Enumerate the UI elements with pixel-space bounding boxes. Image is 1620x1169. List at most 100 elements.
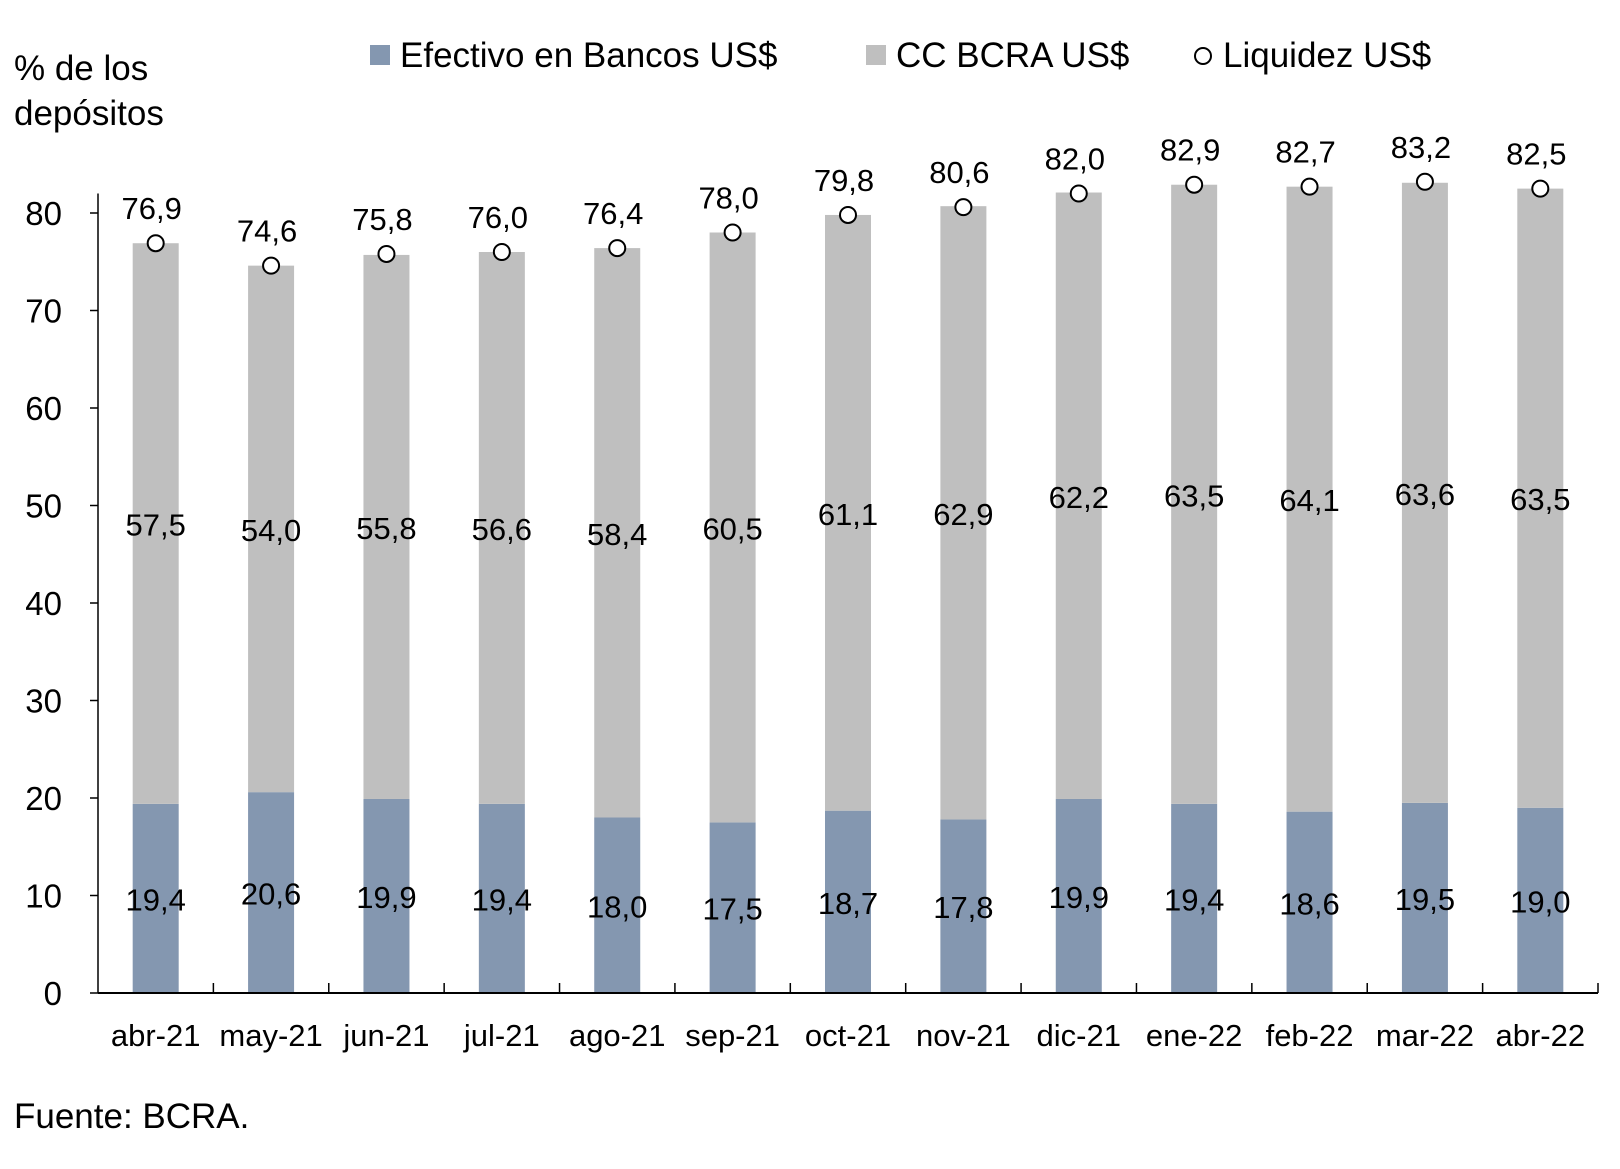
label-efectivo: 19,4	[1164, 882, 1224, 917]
label-liquidez: 80,6	[929, 155, 989, 190]
label-efectivo: 19,9	[356, 880, 416, 915]
label-cc-bcra: 62,2	[1049, 480, 1109, 515]
x-tick-label: jun-21	[342, 1018, 429, 1053]
bar-cc-bcra	[1055, 192, 1102, 799]
bar-cc-bcra	[248, 265, 295, 793]
y-tick-label: 50	[25, 488, 62, 525]
bar-cc-bcra	[709, 232, 756, 823]
bar-cc-bcra	[1401, 182, 1448, 803]
y-tick-label: 20	[25, 780, 62, 817]
bar-efectivo	[709, 822, 756, 993]
label-cc-bcra: 64,1	[1279, 483, 1339, 518]
label-efectivo: 19,5	[1395, 882, 1455, 917]
y-tick-label: 30	[25, 683, 62, 720]
legend-label: Liquidez US$	[1223, 36, 1431, 75]
bar-cc-bcra	[1286, 186, 1333, 812]
source-note: Fuente: BCRA.	[14, 1097, 249, 1136]
y-tick-label: 0	[44, 975, 62, 1012]
label-efectivo: 20,6	[241, 877, 301, 912]
marker-liquidez	[1069, 184, 1088, 203]
label-cc-bcra: 57,5	[126, 508, 186, 543]
bar-cc-bcra	[132, 243, 179, 804]
bar-efectivo	[825, 810, 871, 993]
bar-cc-bcra	[940, 206, 987, 820]
label-liquidez: 75,8	[352, 202, 412, 237]
x-tick-label: ene-22	[1146, 1018, 1243, 1053]
bar-efectivo	[478, 803, 525, 993]
y-axis-label-line2: depósitos	[14, 94, 164, 133]
label-cc-bcra: 54,0	[241, 513, 301, 548]
bars	[132, 182, 1564, 993]
y-tick-label: 60	[25, 390, 62, 427]
label-liquidez: 82,9	[1160, 133, 1220, 168]
label-liquidez: 82,7	[1275, 135, 1335, 170]
bar-cc-bcra	[825, 214, 871, 811]
marker-liquidez	[492, 243, 511, 261]
marker-liquidez	[146, 234, 165, 253]
y-axis-label-line1: % de los	[14, 49, 148, 88]
bar-efectivo	[594, 817, 641, 993]
label-liquidez: 76,4	[583, 196, 643, 231]
x-tick-label: ago-21	[569, 1018, 666, 1053]
legend-swatch	[370, 45, 390, 65]
bar-cc-bcra	[478, 252, 525, 804]
bar-cc-bcra	[363, 254, 410, 799]
label-liquidez: 82,0	[1045, 142, 1105, 177]
x-tick-label: nov-21	[916, 1018, 1011, 1053]
y-tick-label: 80	[25, 195, 62, 232]
marker-liquidez	[608, 239, 627, 258]
label-efectivo: 17,8	[933, 890, 993, 925]
axes: abr-21 may-21 jun-21 jul-21 ago-21 sep-21 oct-…	[25, 193, 1599, 1053]
x-tick-label: oct-21	[805, 1018, 891, 1053]
y-tick-label: 40	[25, 585, 62, 622]
bar-efectivo	[248, 792, 295, 993]
label-liquidez: 76,0	[468, 200, 528, 235]
x-tick-label: dic-21	[1037, 1018, 1121, 1053]
x-tick-label: sep-21	[685, 1018, 780, 1053]
label-efectivo: 19,4	[126, 882, 186, 917]
legend-label: CC BCRA US$	[896, 36, 1129, 75]
marker-liquidez	[1415, 172, 1434, 191]
marker-liquidez	[954, 198, 973, 217]
marker-liquidez	[723, 223, 742, 242]
data-labels: 19,4 57,5 76,9 20,6 54,0 74,6 19,9 55,8 75,8 19,4…	[122, 130, 1571, 927]
label-cc-bcra: 63,5	[1510, 482, 1570, 517]
label-efectivo: 18,0	[587, 889, 647, 924]
marker-liquidez	[839, 205, 857, 224]
label-liquidez: 76,9	[122, 191, 182, 226]
bar-efectivo	[1171, 803, 1218, 993]
bar-cc-bcra	[594, 248, 641, 818]
x-tick-label: abr-21	[111, 1018, 201, 1053]
label-cc-bcra: 63,5	[1164, 478, 1224, 513]
marker-liquidez	[1300, 177, 1319, 196]
label-cc-bcra: 58,4	[587, 517, 647, 552]
x-tick-label: mar-22	[1376, 1018, 1474, 1053]
label-cc-bcra: 63,6	[1395, 477, 1455, 512]
label-efectivo: 19,4	[472, 882, 532, 917]
legend-label: Efectivo en Bancos US$	[400, 36, 777, 75]
x-tick-label: may-21	[219, 1018, 322, 1053]
legend-marker	[1194, 47, 1212, 65]
bar-efectivo	[1517, 807, 1564, 993]
label-efectivo: 19,0	[1510, 884, 1570, 919]
marker-liquidez	[1185, 175, 1204, 194]
marker-liquidez	[1531, 179, 1550, 198]
label-cc-bcra: 60,5	[702, 511, 762, 546]
label-cc-bcra: 55,8	[356, 511, 416, 546]
label-liquidez: 83,2	[1391, 130, 1451, 165]
label-liquidez: 79,8	[814, 163, 874, 198]
label-efectivo: 19,9	[1049, 880, 1109, 915]
y-tick-label: 70	[25, 293, 62, 330]
bar-efectivo	[132, 803, 179, 993]
y-tick-label: 10	[25, 878, 62, 915]
marker-liquidez	[377, 244, 396, 263]
bar-efectivo	[1286, 811, 1333, 993]
x-tick-label: feb-22	[1266, 1018, 1354, 1053]
label-liquidez: 78,0	[698, 181, 758, 216]
label-cc-bcra: 61,1	[818, 497, 878, 532]
label-liquidez: 74,6	[237, 214, 297, 249]
bar-cc-bcra	[1517, 188, 1564, 808]
marker-liquidez	[262, 256, 281, 275]
bar-efectivo	[1401, 802, 1448, 993]
